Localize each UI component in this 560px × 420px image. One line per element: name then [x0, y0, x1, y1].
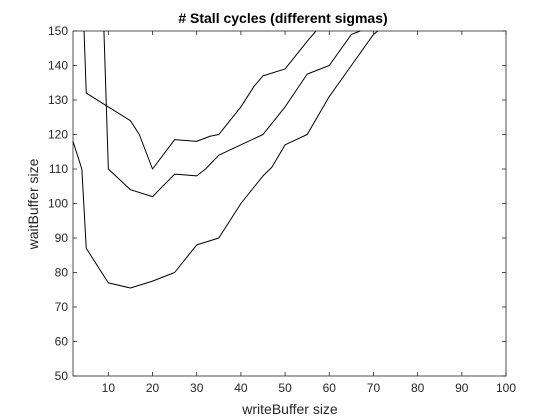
x-tick-label: 70 — [367, 381, 381, 395]
x-axis-label: writeBuffer size — [241, 401, 338, 417]
x-tick-label: 60 — [323, 381, 337, 395]
y-tick-label: 140 — [48, 59, 68, 73]
x-tick-label: 100 — [496, 381, 516, 395]
x-tick-label: 40 — [234, 381, 248, 395]
ticks-layer: 10 20 30 40 50 60 70 80 90 100 50 60 70 80 90 100 110 120… — [48, 24, 516, 395]
x-tick-label: 20 — [146, 381, 160, 395]
x-tick-label: 80 — [411, 381, 425, 395]
x-tick-label: 30 — [190, 381, 204, 395]
chart-title: # Stall cycles (different sigmas) — [178, 10, 387, 26]
contour-line-3 — [72, 30, 379, 289]
y-tick-label: 100 — [48, 197, 68, 211]
contour-line-1 — [83, 30, 317, 170]
x-tick-label: 10 — [102, 381, 116, 395]
y-tick-label: 70 — [55, 300, 69, 314]
y-axis-label: waitBuffer size — [25, 158, 41, 250]
y-tick-label: 50 — [55, 369, 69, 383]
y-tick-label: 60 — [55, 335, 69, 349]
x-tick-label: 50 — [278, 381, 292, 395]
y-tick-label: 90 — [55, 231, 69, 245]
contour-line-2 — [103, 30, 361, 198]
series-layer — [72, 30, 379, 289]
plot-frame — [72, 30, 507, 377]
x-tick-label: 90 — [455, 381, 469, 395]
plot-area — [72, 30, 507, 377]
y-tick-label: 120 — [48, 128, 68, 142]
y-tick-label: 110 — [49, 162, 68, 176]
y-tick-label: 150 — [48, 24, 68, 38]
y-tick-label: 80 — [55, 266, 69, 280]
y-tick-label: 130 — [48, 93, 68, 107]
